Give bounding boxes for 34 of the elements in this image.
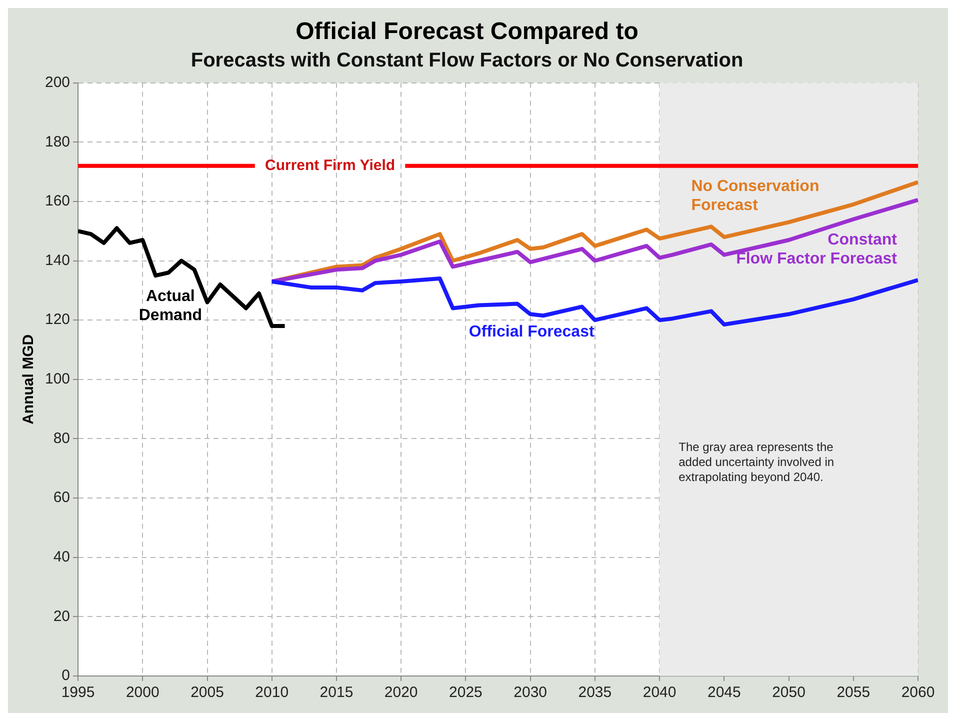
y-tick-label: 200: [44, 74, 70, 91]
x-tick-label: 2020: [384, 684, 418, 702]
x-tick-label: 2015: [320, 684, 354, 702]
x-tick-label: 2055: [836, 684, 870, 702]
chart-title: Official Forecast Compared to: [296, 18, 638, 46]
y-tick-label: 20: [53, 608, 70, 625]
x-tick-label: 2030: [514, 684, 548, 702]
y-tick-label: 60: [53, 489, 70, 506]
y-tick-label: 80: [53, 430, 70, 447]
chart-subtitle: Forecasts with Constant Flow Factors or No Conservation: [190, 49, 744, 72]
y-tick-label: 160: [44, 192, 70, 210]
x-tick-label: 2040: [642, 684, 676, 702]
x-tick-label: 2050: [772, 684, 806, 702]
series-label: No Conservation Forecast: [691, 178, 820, 214]
y-axis-title: Annual MGD: [20, 334, 38, 424]
x-tick-label: 2000: [126, 684, 160, 702]
x-tick-label: 2060: [901, 684, 935, 702]
series-label: Actual Demand: [138, 288, 202, 324]
x-tick-label: 1995: [61, 684, 95, 702]
series-label: Constant Flow Factor Forecast: [736, 231, 898, 268]
x-tick-label: 2025: [449, 684, 482, 702]
y-tick-label: 180: [44, 133, 70, 150]
ref-line-label: Current Firm Yield: [265, 156, 396, 174]
x-tick-label: 2010: [255, 684, 289, 702]
y-tick-label: 140: [44, 252, 70, 269]
series-label: Official Forecast: [468, 323, 595, 340]
x-tick-label: 2045: [707, 684, 741, 702]
x-tick-label: 2005: [190, 684, 224, 702]
y-tick-label: 0: [62, 667, 70, 684]
annotation: The gray area represents the added uncertainty involved in extrapolating beyond 2040.: [678, 440, 834, 484]
y-tick-label: 100: [44, 370, 70, 388]
x-tick-label: 2035: [578, 684, 612, 702]
y-tick-label: 40: [53, 548, 70, 566]
y-tick-label: 120: [44, 311, 70, 328]
